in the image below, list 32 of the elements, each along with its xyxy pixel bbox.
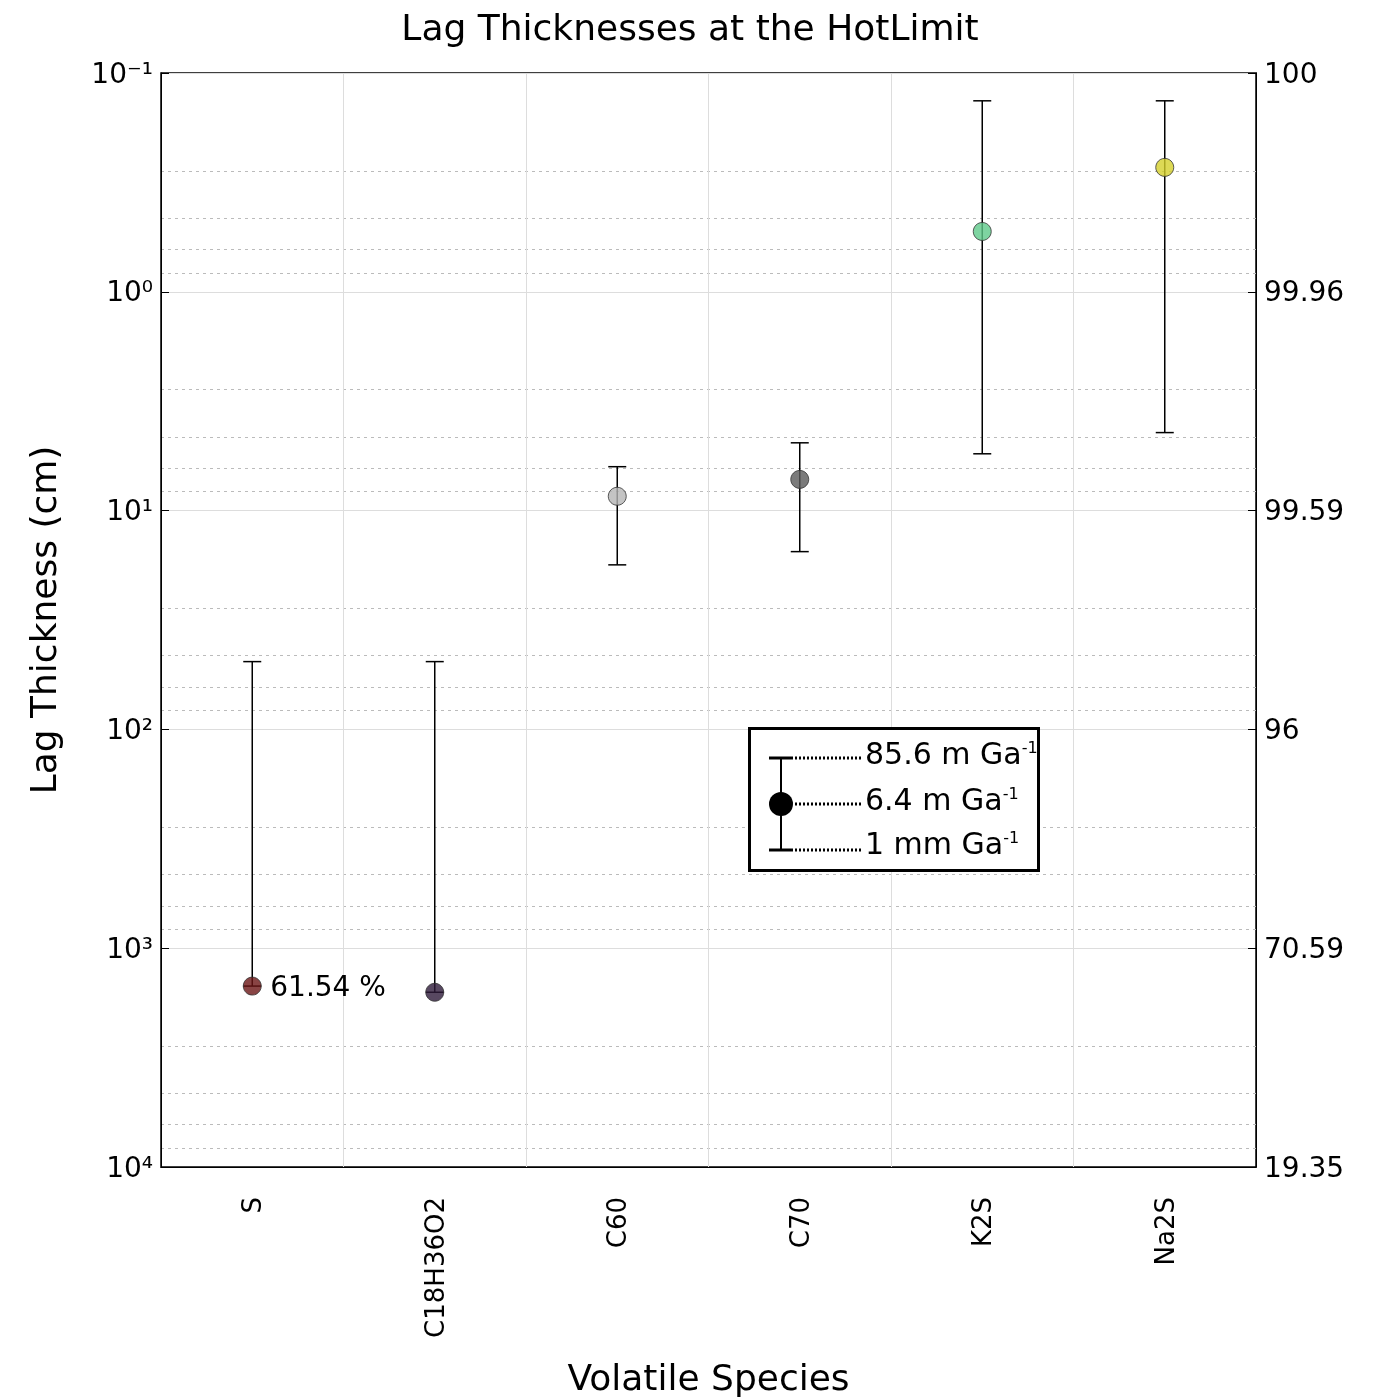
annotation: 61.54 % — [270, 969, 386, 1003]
y-tick-label: 10² — [106, 712, 153, 746]
y-axis-title: Lag Thickness (cm) — [22, 445, 64, 795]
category-label: 19.35 — [1264, 1150, 1345, 1184]
point — [790, 469, 810, 489]
category-label: 100 — [1264, 56, 1318, 90]
x-axis-title: Volatile Species — [567, 1356, 850, 1398]
whisker-key-box: 85.6 m Ga$^{-1}$ 6.4 m Ga$^{-1}$ 1 mm Ga$^{-1}$ — [748, 727, 1040, 872]
annotation: 6.4 m Ga$^{-1}$ — [865, 782, 1019, 817]
annotation: 85.6 m Ga$^{-1}$ — [865, 736, 1038, 771]
point — [242, 976, 262, 996]
category-label: 99.59 — [1264, 494, 1345, 528]
y-tick-label: 10¹ — [106, 494, 153, 528]
category-label: 96 — [1264, 712, 1300, 746]
y-tick-label: 10⁰ — [106, 275, 153, 309]
y-tick-label: 10⁻¹ — [91, 56, 153, 90]
category-label: 99.96 — [1264, 275, 1345, 309]
point — [972, 221, 992, 241]
x-tick-label: C70 — [784, 1197, 815, 1249]
point — [607, 486, 627, 506]
y-tick-label: 10³ — [106, 931, 153, 965]
category-label: 70.59 — [1264, 931, 1345, 965]
x-tick-label: C18H36O2 — [419, 1197, 450, 1338]
annotation: 1 mm Ga$^{-1}$ — [865, 826, 1020, 861]
y-tick-label: 10⁴ — [106, 1150, 153, 1184]
point — [1155, 157, 1175, 177]
x-tick-label: C60 — [602, 1197, 633, 1249]
x-tick-label: S — [237, 1197, 268, 1214]
x-tick-label: K2S — [967, 1197, 998, 1248]
chart-title: Lag Thicknesses at the HotLimit — [401, 6, 979, 48]
x-tick-label: Na2S — [1149, 1197, 1180, 1266]
point — [425, 982, 445, 1002]
